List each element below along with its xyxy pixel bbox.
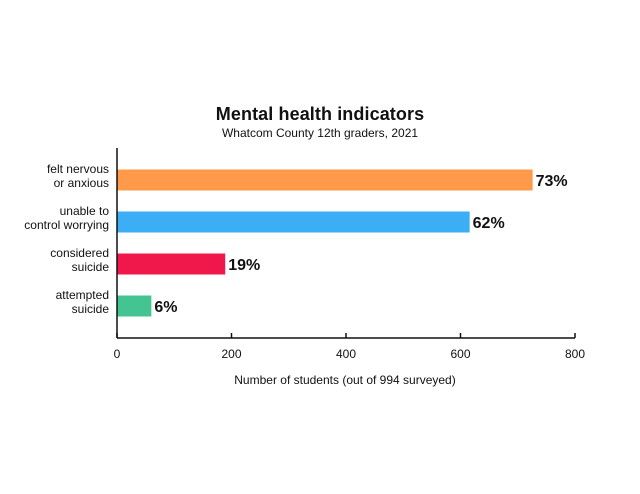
category-label: suicide <box>72 302 110 316</box>
x-tick-label: 800 <box>565 347 585 361</box>
bar <box>117 253 226 275</box>
category-label: unable to <box>60 204 110 218</box>
category-label: considered <box>50 246 109 260</box>
data-label: 6% <box>154 299 177 316</box>
bar <box>117 169 533 191</box>
bar <box>117 295 152 317</box>
x-tick-label: 600 <box>450 347 470 361</box>
data-label: 73% <box>536 173 568 190</box>
x-tick-label: 400 <box>336 347 356 361</box>
x-tick-label: 0 <box>114 347 121 361</box>
category-label: suicide <box>72 260 110 274</box>
category-label: control worrying <box>24 218 109 232</box>
x-tick-label: 200 <box>221 347 241 361</box>
category-label: attempted <box>56 288 109 302</box>
x-axis-label: Number of students (out of 994 surveyed) <box>234 373 456 387</box>
chart-subtitle: Whatcom County 12th graders, 2021 <box>221 126 419 140</box>
bar <box>117 211 470 233</box>
data-label: 19% <box>228 257 260 274</box>
data-label: 62% <box>473 215 505 232</box>
category-label: or anxious <box>54 176 109 190</box>
category-label: felt nervous <box>47 162 109 176</box>
chart-title: Mental health indicators <box>215 104 425 124</box>
